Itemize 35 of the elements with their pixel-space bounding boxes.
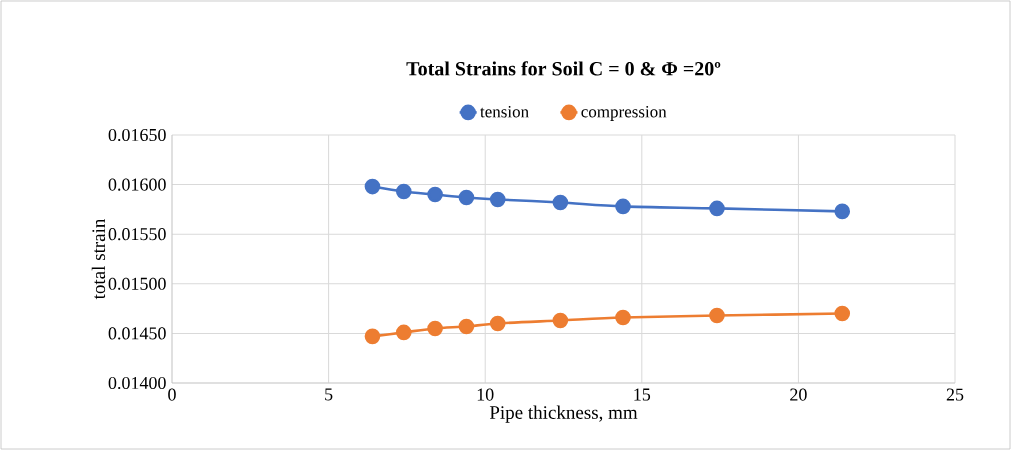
x-tick-label: 5 xyxy=(325,388,333,401)
point xyxy=(395,324,412,341)
point xyxy=(364,178,381,195)
point xyxy=(709,307,725,324)
point xyxy=(552,312,569,329)
point xyxy=(615,309,631,326)
y-tick-label: 0.01550 xyxy=(108,228,166,241)
point xyxy=(834,203,851,220)
legend-label: tension xyxy=(480,106,529,118)
point xyxy=(364,328,381,345)
legend-label: compression xyxy=(581,106,667,121)
point xyxy=(489,191,506,208)
x-tick-label: 20 xyxy=(790,388,807,401)
point xyxy=(834,305,851,322)
chart-title: Total Strains for Soil C = 0 & Φ =20º xyxy=(406,61,721,76)
y-axis-title: total strain xyxy=(91,218,106,300)
point xyxy=(489,315,506,332)
y-tick-label: 0.01400 xyxy=(108,376,166,390)
point xyxy=(395,183,412,200)
x-tick-label: 25 xyxy=(946,388,964,401)
point xyxy=(458,189,475,206)
y-tick-label: 0.01500 xyxy=(108,277,166,290)
x-tick-label: 0 xyxy=(168,388,176,401)
point xyxy=(427,186,443,203)
x-axis-title: Pipe thickness, mm xyxy=(489,405,638,423)
point xyxy=(427,320,443,337)
point xyxy=(552,194,569,211)
point xyxy=(709,200,725,217)
y-tick-label: 0.01450 xyxy=(108,327,166,340)
y-tick-label: 0.01600 xyxy=(108,178,166,191)
y-tick-label: 0.01650 xyxy=(108,128,166,142)
x-tick-label: 10 xyxy=(477,388,494,401)
x-tick-label: 15 xyxy=(634,388,651,401)
point xyxy=(615,198,631,215)
point xyxy=(458,318,475,335)
